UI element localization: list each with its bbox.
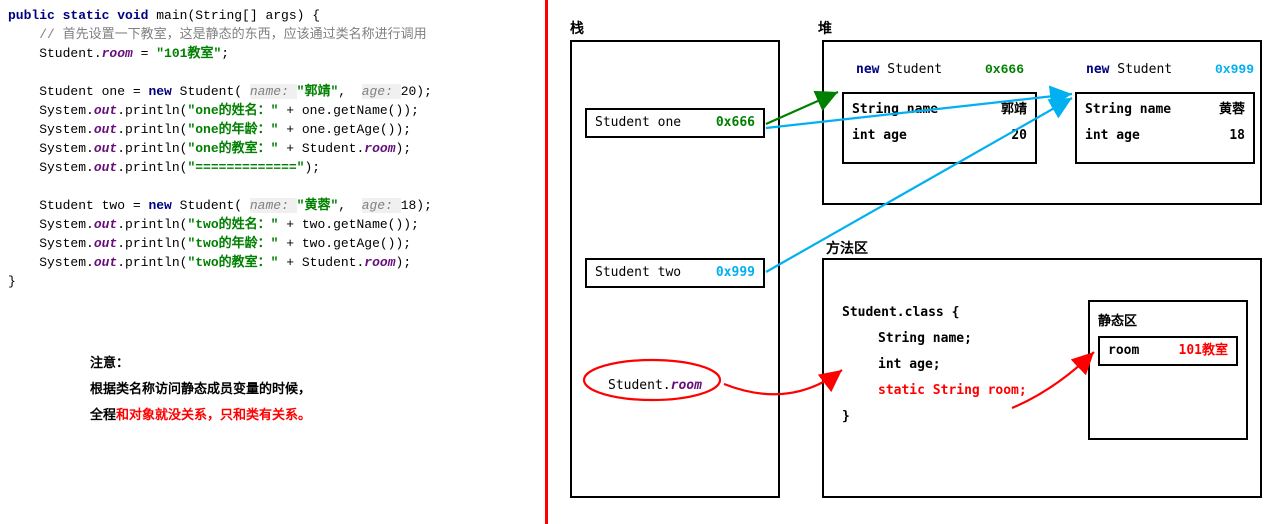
notes-line2: 全程和对象就没关系，只和类有关系。 (90, 402, 311, 428)
code-l4 (8, 63, 537, 82)
code-l10 (8, 177, 537, 196)
static-area-label: 静态区 (1098, 310, 1137, 329)
code-pane: public static void main(String[] args) {… (0, 0, 545, 524)
heap-new2-label: new Student (1086, 62, 1172, 77)
stack-one-addr: 0x666 (716, 113, 755, 133)
code-l13: System.out.println("two的年龄：" + two.getAg… (8, 234, 537, 253)
code-l9: System.out.println("============="); (8, 158, 537, 177)
stack-one-box: Student one 0x666 (585, 108, 765, 138)
stack-room-text: Student.room (600, 370, 710, 402)
code-l1: public static void main(String[] args) { (8, 6, 537, 25)
notes-title: 注意： (90, 350, 311, 376)
code-l11: Student two = new Student( name: "黄蓉", a… (8, 196, 537, 215)
code-l3: Student.room = "101教室"; (8, 44, 537, 63)
code-l15: } (8, 272, 537, 291)
static-room-box: room 101教室 (1098, 336, 1238, 366)
heap-obj1-box: String name郭靖 int age20 (842, 92, 1037, 164)
notes-line1: 根据类名称访问静态成员变量的时候， (90, 376, 311, 402)
diagram-pane: 栈 堆 方法区 Student one 0x666 Student two 0x… (548, 0, 1286, 524)
code-l2: // 首先设置一下教室，这是静态的东西，应该通过类名称进行调用 (8, 25, 537, 44)
heap-obj2-box: String name黄蓉 int age18 (1075, 92, 1255, 164)
stack-two-addr: 0x999 (716, 263, 755, 283)
code-l6: System.out.println("one的姓名：" + one.getNa… (8, 101, 537, 120)
stack-two-label: Student two (595, 263, 681, 283)
code-l12: System.out.println("two的姓名：" + two.getNa… (8, 215, 537, 234)
code-l7: System.out.println("one的年龄：" + one.getAg… (8, 120, 537, 139)
method-class-text: Student.class { String name; int age; st… (842, 300, 1027, 430)
stack-one-label: Student one (595, 113, 681, 133)
heap-addr666: 0x666 (985, 62, 1024, 77)
root: public static void main(String[] args) {… (0, 0, 1286, 524)
heap-new1-label: new Student (856, 62, 942, 77)
code-l14: System.out.println("two的教室：" + Student.r… (8, 253, 537, 272)
stack-label: 栈 (570, 18, 584, 38)
heap-addr999: 0x999 (1215, 62, 1254, 77)
heap-label: 堆 (818, 18, 832, 38)
stack-two-box: Student two 0x999 (585, 258, 765, 288)
code-l8: System.out.println("one的教室：" + Student.r… (8, 139, 537, 158)
code-l5: Student one = new Student( name: "郭靖", a… (8, 82, 537, 101)
method-area-label: 方法区 (826, 238, 868, 258)
notes-block: 注意： 根据类名称访问静态成员变量的时候， 全程和对象就没关系，只和类有关系。 (90, 350, 311, 428)
